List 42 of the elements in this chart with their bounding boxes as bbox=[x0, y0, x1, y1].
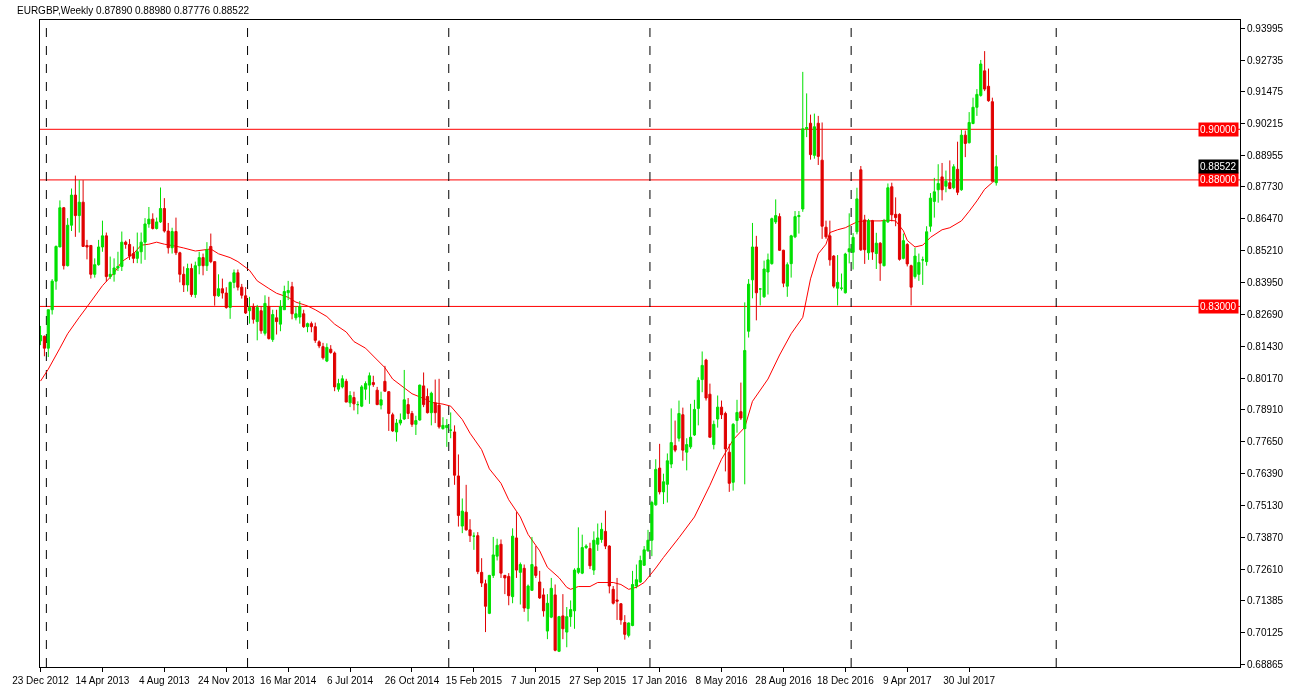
y-tick-label: 0.81430 bbox=[1247, 340, 1284, 352]
x-tick-label: 28 Aug 2016 bbox=[755, 675, 812, 686]
x-tick-label: 17 Jan 2016 bbox=[632, 675, 688, 686]
x-tick-label: 6 Jul 2014 bbox=[327, 675, 374, 686]
x-tick-label: 15 Feb 2015 bbox=[445, 675, 503, 686]
y-tick-label: 0.88955 bbox=[1247, 150, 1284, 162]
y-tick-label: 0.73870 bbox=[1247, 531, 1284, 543]
ref-line-label: 0.88000 bbox=[1200, 174, 1237, 185]
y-tick-label: 0.90215 bbox=[1247, 118, 1284, 130]
x-tick-label: 23 Dec 2012 bbox=[12, 675, 70, 686]
x-tick-label: 8 May 2016 bbox=[695, 675, 749, 686]
y-tick-label: 0.83950 bbox=[1247, 276, 1284, 288]
chart-title: EURGBP,Weekly 0.87890 0.88980 0.87776 0.88522 bbox=[17, 4, 250, 16]
y-tick-label: 0.92735 bbox=[1247, 54, 1284, 66]
y-tick-label: 0.86470 bbox=[1247, 213, 1284, 225]
y-tick-label: 0.80170 bbox=[1247, 372, 1284, 384]
annotation: 0.88522 bbox=[1200, 161, 1237, 172]
y-tick-label: 0.91475 bbox=[1247, 86, 1284, 98]
ref-line-label: 0.90000 bbox=[1200, 124, 1237, 135]
y-tick-label: 0.71385 bbox=[1247, 594, 1284, 606]
x-tick-label: 16 Mar 2014 bbox=[260, 675, 317, 686]
ref-line-label: 0.83000 bbox=[1200, 301, 1237, 312]
y-tick-label: 0.93995 bbox=[1247, 22, 1284, 34]
x-tick-label: 18 Dec 2016 bbox=[816, 675, 875, 686]
x-tick-label: 9 Apr 2017 bbox=[883, 675, 932, 686]
y-tick-label: 0.68865 bbox=[1247, 658, 1284, 670]
x-tick-label: 4 Aug 2013 bbox=[139, 675, 191, 686]
y-tick-label: 0.87730 bbox=[1247, 181, 1284, 193]
x-tick-label: 30 Jul 2017 bbox=[943, 675, 996, 686]
x-tick-label: 26 Oct 2014 bbox=[384, 675, 440, 686]
y-tick-label: 0.76390 bbox=[1247, 468, 1284, 480]
y-tick-label: 0.77650 bbox=[1247, 436, 1284, 448]
y-tick-label: 0.85210 bbox=[1247, 245, 1284, 257]
y-tick-label: 0.70125 bbox=[1247, 626, 1284, 638]
x-tick-label: 14 Apr 2013 bbox=[75, 675, 130, 686]
x-tick-label: 27 Sep 2015 bbox=[569, 675, 627, 686]
y-tick-label: 0.75130 bbox=[1247, 500, 1284, 512]
x-tick-label: 24 Nov 2013 bbox=[197, 675, 256, 686]
y-tick-label: 0.78910 bbox=[1247, 404, 1284, 416]
y-tick-label: 0.72610 bbox=[1247, 563, 1284, 575]
x-tick-label: 7 Jun 2015 bbox=[511, 675, 561, 686]
y-tick-label: 0.82690 bbox=[1247, 308, 1284, 320]
